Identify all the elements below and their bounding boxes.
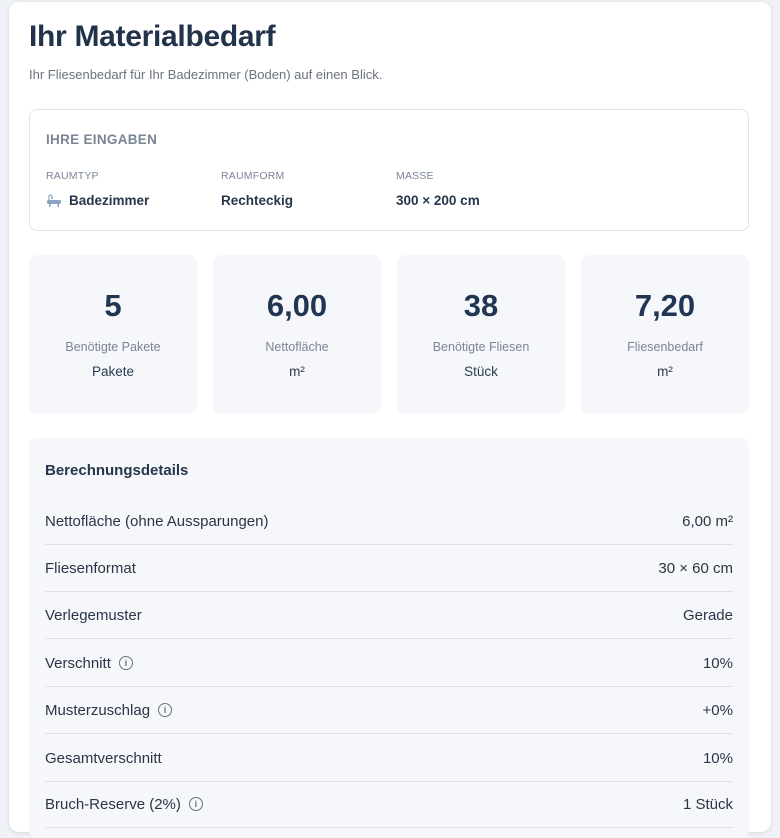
field-label: MASSE <box>396 170 434 182</box>
detail-value: Gerade <box>682 606 733 624</box>
field-room-shape: RAUMFORM Rechteckig <box>221 170 293 208</box>
field-value: Badezimmer <box>69 193 150 208</box>
page-title: Ihr Materialbedarf <box>29 20 276 53</box>
detail-row-pattern-surcharge: Musterzuschlag i +0% <box>45 687 733 734</box>
detail-label: Nettofläche (ohne Aussparungen) <box>45 512 269 530</box>
stat-value: 5 <box>104 288 122 323</box>
stat-label: Fliesenbedarf <box>627 340 703 354</box>
info-icon[interactable]: i <box>118 656 133 670</box>
detail-label: Verschnitt <box>45 654 111 672</box>
detail-value: 1 Stück <box>682 795 733 813</box>
detail-row-net-area: Nettofläche (ohne Aussparungen) 6,00 m² <box>45 498 733 545</box>
detail-value: 10% <box>702 749 733 767</box>
stat-label: Benötigte Pakete <box>65 340 161 354</box>
stat-unit: m² <box>289 364 305 379</box>
detail-label: Gesamtverschnitt <box>45 749 162 767</box>
detail-label: Musterzuschlag <box>45 701 151 719</box>
detail-label: Bruch-Reserve (2%) <box>45 795 181 813</box>
calculation-details-panel: Berechnungsdetails Nettofläche (ohne Aus… <box>29 438 749 838</box>
field-value: Rechteckig <box>221 193 294 208</box>
stat-tile-requirement: 7,20 Fliesenbedarf m² <box>581 255 749 414</box>
stat-value: 7,20 <box>634 288 696 323</box>
stat-packages: 5 Benötigte Pakete Pakete <box>29 255 197 414</box>
inputs-summary-panel: IHRE EINGABEN RAUMTYP Badezimmer RAUMFOR… <box>29 109 749 231</box>
field-dimensions: MASSE 300 × 200 cm <box>396 170 480 208</box>
detail-value: 6,00 m² <box>682 512 733 530</box>
detail-label: Verlegemuster <box>45 606 142 624</box>
detail-row-breakage-reserve: Bruch-Reserve (2%) i 1 Stück <box>45 781 733 828</box>
detail-row-pattern: Verlegemuster Gerade <box>45 592 733 639</box>
detail-value: 10% <box>702 654 733 672</box>
inputs-heading: IHRE EINGABEN <box>46 132 158 147</box>
detail-value: 30 × 60 cm <box>658 559 733 577</box>
field-label: RAUMFORM <box>221 170 285 182</box>
stat-label: Benötigte Fliesen <box>432 340 530 354</box>
details-title: Berechnungsdetails <box>45 462 189 479</box>
page-subtitle: Ihr Fliesenbedarf für Ihr Badezimmer (Bo… <box>29 67 383 82</box>
stat-unit: Stück <box>464 364 498 379</box>
stat-tiles: 38 Benötigte Fliesen Stück <box>397 255 565 414</box>
info-icon[interactable]: i <box>158 703 173 717</box>
field-value: 300 × 200 cm <box>396 193 480 208</box>
field-label: RAUMTYP <box>46 170 99 182</box>
detail-row-total-waste: Gesamtverschnitt 10% <box>45 735 733 782</box>
stat-unit: m² <box>657 364 673 379</box>
detail-row-waste: Verschnitt i 10% <box>45 640 733 687</box>
detail-value: +0% <box>702 701 733 719</box>
info-icon[interactable]: i <box>188 797 203 811</box>
detail-row-tile-format: Fliesenformat 30 × 60 cm <box>45 545 733 592</box>
stat-value: 6,00 <box>266 288 328 323</box>
stat-unit: Pakete <box>91 364 135 379</box>
field-room-type: RAUMTYP Badezimmer <box>46 170 149 208</box>
detail-label: Fliesenformat <box>45 559 136 577</box>
stat-value: 38 <box>463 288 499 323</box>
bathtub-icon <box>46 193 62 208</box>
stat-net-area: 6,00 Nettofläche m² <box>213 255 381 414</box>
stat-label: Nettofläche <box>265 340 329 354</box>
